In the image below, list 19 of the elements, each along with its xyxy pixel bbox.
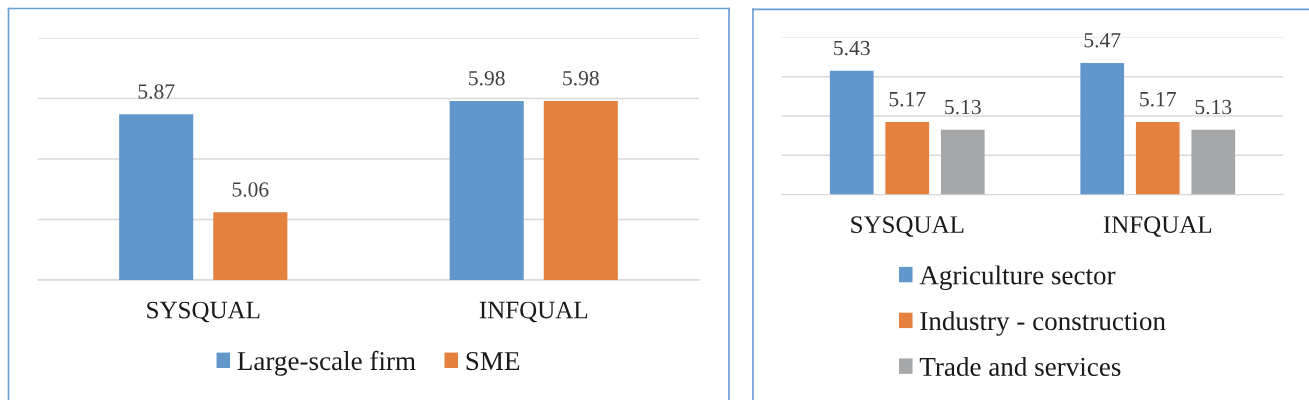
data-label: 5.87 — [138, 84, 175, 99]
legend-label: Agriculture sector — [919, 265, 1116, 291]
x-tick-label: INFQUAL — [479, 301, 588, 323]
data-label: 5.47 — [1084, 33, 1121, 48]
legend-label: Trade and services — [919, 356, 1121, 377]
data-label: 5.06 — [232, 182, 269, 197]
legend-label: Large-scale firm — [237, 350, 416, 376]
x-tick-label: SYSQUAL — [147, 301, 260, 323]
data-label: 5.17 — [889, 91, 926, 107]
data-label: 5.13 — [945, 99, 981, 115]
data-label: 5.43 — [834, 40, 870, 56]
data-label: 5.98 — [563, 70, 599, 86]
x-tick-label: INFQUAL — [1103, 216, 1212, 237]
legend-label: Industry - construction — [920, 311, 1166, 336]
data-label: 5.17 — [1140, 91, 1176, 107]
data-label: 5.13 — [1195, 99, 1232, 115]
legend-label: SME — [466, 351, 520, 371]
x-tick-label: SYSQUAL — [851, 216, 964, 237]
data-label: 5.98 — [469, 70, 505, 86]
